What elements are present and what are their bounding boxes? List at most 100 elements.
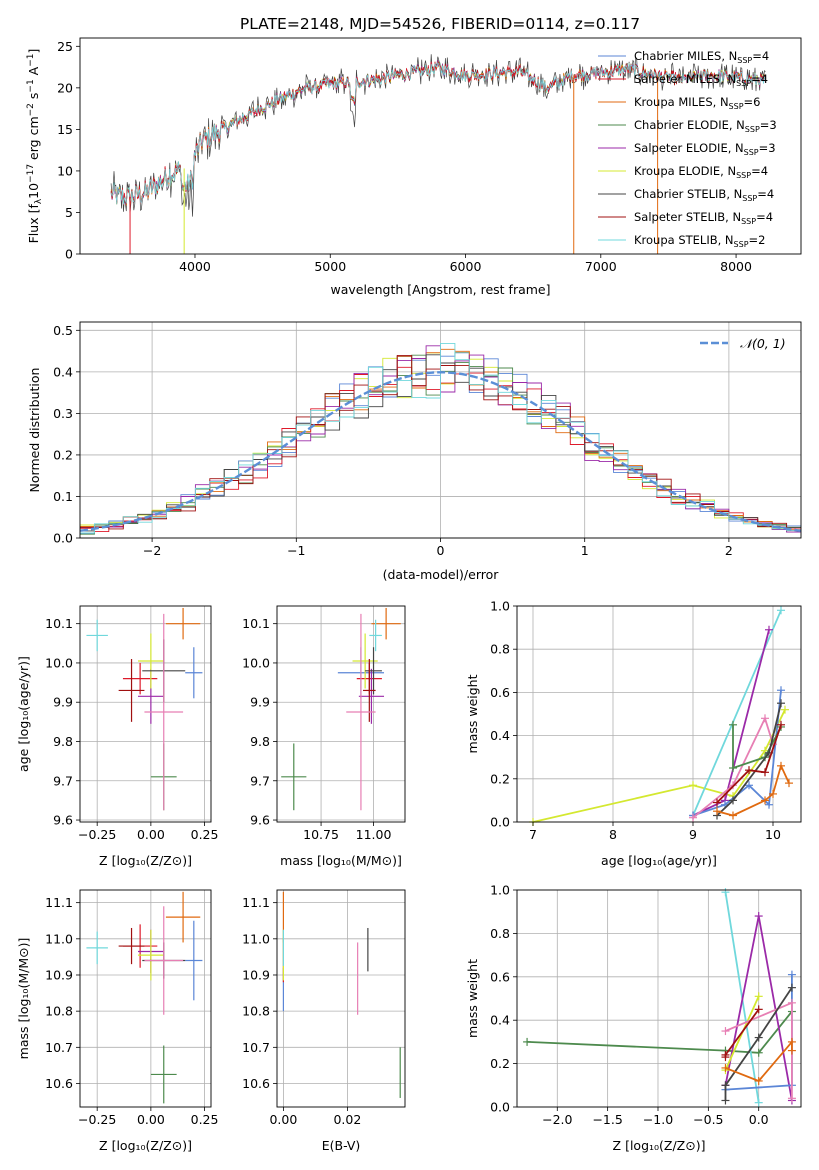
gaussian-curve	[79, 371, 802, 532]
y-tick-label: 9.7	[53, 773, 73, 788]
y-tick-label: 9.6	[250, 813, 270, 828]
legend: Chabrier MILES, NSSP=4 Salpeter MILES, NS…	[598, 49, 777, 249]
y-tick-label: 25	[57, 39, 73, 54]
panel-mass_vs_ebv: 0.00 0.02 10.6 10.7 10.8 10.9 11.0 11.1 E(B-V)	[242, 889, 406, 1153]
legend-sub: SSP	[745, 125, 760, 134]
axes-frame	[79, 321, 802, 539]
x-tick-label: −1	[287, 543, 305, 558]
x-axis-label: wavelength [Angstrom, rest frame]	[330, 282, 550, 297]
legend-entry: Chabrier MILES, NSSP=4	[634, 49, 769, 65]
massweight-line	[724, 1008, 760, 1058]
massweight-line	[716, 702, 782, 817]
x-tick-label: 9	[689, 827, 697, 842]
massweight-line	[716, 763, 790, 817]
x-tick-label: 0.00	[269, 1112, 297, 1127]
legend-entry: Kroupa STELIB, NSSP=2	[634, 233, 765, 249]
massweight-line	[716, 724, 782, 804]
x-tick-label: −0.5	[693, 1112, 723, 1127]
legend-entry: Salpeter MILES, NSSP=4	[634, 72, 768, 88]
legend-value: =3	[759, 141, 776, 155]
y-axis-label: age [log₁₀(age/yr)]	[16, 656, 31, 772]
legend-entry: 𝒩(0, 1)	[740, 336, 786, 351]
y-tick-label: 0.4	[53, 364, 73, 379]
y-tick-label: 1.0	[490, 883, 510, 898]
panel-spectrum: 4000 5000 6000 7000 8000 0 5 10 15 20 25 wavelength…	[26, 37, 802, 297]
plot-area	[110, 54, 766, 254]
x-axis-label: age [log₁₀(age/yr)]	[601, 853, 717, 868]
y-axis-label-sup: −2	[26, 103, 36, 116]
x-tick-label: −1.0	[643, 1112, 673, 1127]
x-tick-label: 0	[437, 543, 445, 558]
massweight-line	[732, 724, 782, 770]
y-tick-label: 9.9	[53, 695, 73, 710]
axes-frame	[516, 605, 802, 823]
y-tick-label: 10.7	[45, 1040, 73, 1055]
y-tick-label: 0.4	[490, 1013, 510, 1028]
x-tick-label: 0.00	[137, 1112, 165, 1127]
y-tick-label: 15	[57, 122, 73, 137]
x-tick-label: 6000	[450, 259, 482, 274]
legend-entry: Kroupa ELODIE, NSSP=4	[634, 164, 768, 180]
massweight-line	[527, 1010, 793, 1054]
x-tick-label: −0.25	[78, 827, 116, 842]
legend-value: =4	[752, 49, 769, 63]
panel-age_vs_Z: −0.25 0.00 0.25 9.6 9.7 9.8 9.9 10.0 10.1 Z [log₁…	[16, 605, 219, 868]
x-tick-label: 2	[725, 543, 733, 558]
legend-entry: Chabrier ELODIE, NSSP=3	[634, 118, 777, 134]
axes-frame	[276, 889, 406, 1108]
y-tick-label: 11.1	[45, 895, 73, 910]
plot-area	[86, 607, 203, 811]
legend-sub: SSP	[741, 217, 756, 226]
y-tick-label: 5	[65, 205, 73, 220]
y-tick-label: 0	[65, 247, 73, 262]
x-tick-label: −1.5	[592, 1112, 622, 1127]
axes-frame	[516, 889, 802, 1108]
y-tick-label: 10.1	[242, 616, 270, 631]
x-axis-label: (data-model)/error	[383, 567, 500, 582]
y-tick-label: 11.0	[45, 931, 73, 946]
y-tick-label: 9.8	[250, 734, 270, 749]
y-axis-label-part: s	[26, 93, 41, 104]
x-tick-label: 5000	[314, 259, 346, 274]
legend-sub: SSP	[736, 171, 751, 180]
y-axis-label-sub: λ	[34, 198, 44, 204]
axes-frame	[79, 889, 212, 1108]
plot-area	[282, 891, 401, 1098]
y-axis-label: mass weight	[465, 959, 480, 1038]
x-tick-label: 0.25	[191, 1112, 219, 1127]
y-axis-label: mass weight	[465, 674, 480, 753]
y-axis-label: mass [log₁₀(M/M⊙)]	[16, 938, 31, 1060]
y-tick-label: 20	[57, 80, 73, 95]
y-axis-label-part: 10	[26, 183, 41, 199]
legend-value: =2	[749, 233, 766, 247]
x-axis-label: Z [log₁₀(Z/Z⊙)]	[99, 1138, 192, 1153]
x-tick-label: 10	[765, 827, 781, 842]
y-tick-label: 10.9	[242, 967, 270, 982]
y-axis-label: Flux [fλ10−17 erg cm−2 s−1 A−1]	[26, 49, 44, 244]
legend-value: =4	[751, 164, 768, 178]
massweight-line	[724, 987, 793, 1101]
x-tick-label: 0.25	[191, 827, 219, 842]
y-axis-label-part: ]	[26, 49, 41, 54]
massweight-line	[725, 1039, 793, 1083]
axes-frame	[79, 605, 212, 823]
legend-sub: SSP	[744, 148, 759, 157]
x-tick-label: 0.0	[749, 1112, 769, 1127]
x-tick-label: 10.75	[303, 827, 339, 842]
x-axis-label: E(B-V)	[322, 1138, 361, 1153]
plot-area	[86, 891, 203, 1104]
y-axis-label-part: erg cm	[26, 116, 41, 164]
spectrum-line	[110, 61, 766, 205]
legend-value: =3	[760, 118, 777, 132]
massweight-line	[692, 609, 782, 816]
legend-entry: Salpeter ELODIE, NSSP=3	[634, 141, 776, 157]
x-tick-label: 11.00	[356, 827, 392, 842]
y-tick-label: 9.7	[250, 773, 270, 788]
plot-area	[523, 888, 796, 1107]
y-tick-label: 0.4	[490, 728, 510, 743]
massweight-line	[692, 715, 774, 819]
y-tick-label: 10.0	[45, 655, 73, 670]
y-tick-label: 0.2	[490, 771, 510, 786]
y-tick-label: 0.1	[53, 489, 73, 504]
